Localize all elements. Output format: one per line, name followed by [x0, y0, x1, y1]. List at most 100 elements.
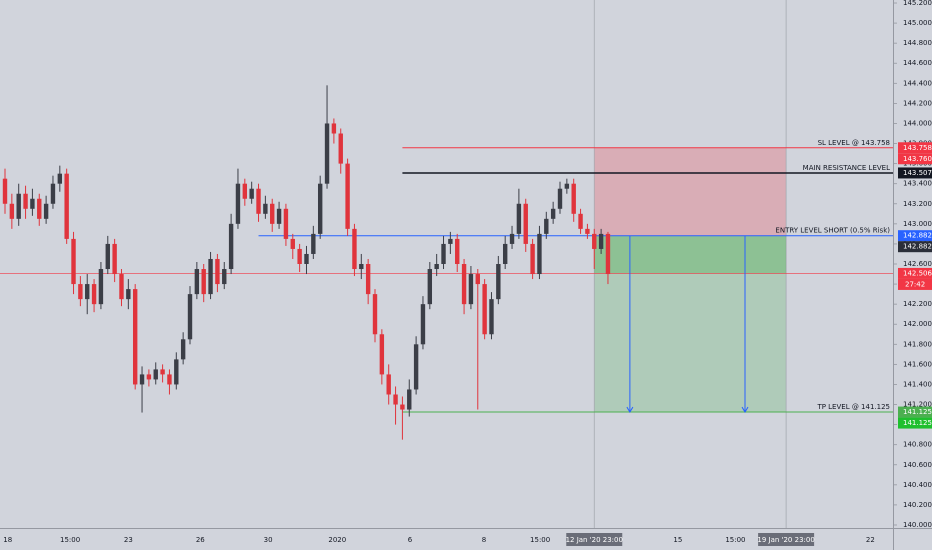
price-tag	[898, 241, 932, 253]
x-tick-label: 15:00	[530, 536, 550, 544]
candle-body	[571, 183, 576, 214]
candle-body	[146, 374, 152, 380]
candle-body	[270, 203, 275, 224]
x-tick-highlight	[758, 533, 815, 546]
candle-body	[441, 243, 446, 264]
y-tick-label: 141.400	[903, 380, 932, 388]
candle-body	[324, 123, 330, 184]
candle-body	[37, 198, 42, 219]
x-tick-label: 15:00	[725, 536, 745, 544]
price-tag-label: 143.507	[903, 169, 932, 177]
candle-body	[605, 233, 611, 275]
y-tick-label: 141.200	[903, 401, 932, 409]
candle-body	[139, 374, 145, 385]
candle-body	[482, 284, 487, 335]
y-tick-label: 140.200	[903, 501, 932, 509]
candle-body	[242, 183, 248, 199]
candle-body	[98, 269, 104, 305]
y-tick-label: 142.600	[903, 260, 932, 268]
price-tag-label: 142.882	[903, 243, 932, 251]
candle-body	[468, 274, 474, 305]
price-tag	[898, 267, 932, 279]
x-tick-label: 12 Jan '20 23:00	[566, 536, 623, 544]
candle-body	[194, 269, 200, 295]
candle-body	[523, 203, 528, 244]
candle-body	[427, 269, 433, 305]
candle-body	[509, 233, 515, 244]
candle-body	[400, 404, 405, 410]
y-tick-label: 144.400	[903, 79, 932, 87]
candle-body	[256, 188, 261, 214]
x-tick-label: 22	[866, 536, 875, 544]
candle-body	[345, 163, 350, 229]
y-tick-label: 140.800	[903, 441, 932, 449]
candle-body	[585, 228, 590, 234]
level-label: TP LEVEL @ 141.125	[816, 403, 890, 411]
level-label: ENTRY LEVEL SHORT (0.5% Risk)	[775, 227, 890, 235]
candle-body	[228, 223, 234, 270]
price-tag-label: 143.760	[903, 155, 932, 163]
candle-body	[235, 183, 241, 224]
candle-body	[420, 304, 426, 345]
y-tick-label: 141.800	[903, 340, 932, 348]
candle-body	[516, 203, 522, 234]
y-tick-label: 144.800	[903, 39, 932, 47]
price-tag	[898, 230, 932, 242]
candle-body	[317, 183, 323, 234]
candle-body	[263, 203, 268, 214]
target-arrow-head	[626, 406, 634, 414]
candle-body	[407, 389, 412, 410]
candle-body	[105, 243, 110, 270]
x-tick-label: 6	[408, 536, 413, 544]
candle-body	[2, 178, 8, 204]
price-tag	[898, 406, 932, 418]
candle-body	[475, 274, 480, 285]
y-tick-label: 143.400	[903, 180, 932, 188]
candle-body	[359, 264, 364, 270]
open-pnl-zone	[594, 235, 787, 274]
candle-body	[413, 344, 419, 390]
candle-body	[393, 394, 398, 405]
candle-body	[564, 183, 570, 189]
candle-body	[215, 258, 220, 285]
y-tick-label: 143.200	[903, 200, 932, 208]
candle-body	[379, 334, 385, 375]
y-tick-label: 141.600	[903, 360, 932, 368]
price-tag	[898, 153, 932, 165]
y-tick-label: 145.200	[903, 0, 932, 7]
candle-body	[338, 133, 343, 164]
candle-body	[187, 294, 193, 340]
y-tick-label: 144.000	[903, 119, 932, 127]
candle-body	[544, 218, 549, 234]
candle-body	[448, 238, 453, 244]
candle-body	[23, 193, 28, 209]
x-tick-label: 30	[264, 536, 273, 544]
candle-body	[365, 264, 371, 295]
price-tag-label: 143.758	[903, 144, 932, 152]
candle-body	[64, 173, 69, 239]
candle-body	[30, 198, 35, 209]
price-tag-label: 141.125	[903, 408, 932, 416]
candle-body	[290, 238, 295, 249]
candle-body	[502, 243, 508, 264]
candle-body	[57, 173, 63, 184]
stop-zone	[594, 147, 787, 236]
candle-body	[43, 203, 49, 219]
countdown-label: 27:42	[905, 280, 925, 288]
candle-body	[119, 274, 124, 300]
candle-body	[331, 123, 337, 134]
candle-body	[249, 188, 254, 199]
candle-body	[180, 339, 186, 360]
candle-body	[71, 238, 76, 285]
candle-body	[455, 238, 460, 264]
x-tick-label: 8	[482, 536, 486, 544]
candle-body	[550, 208, 556, 219]
candle-body	[352, 228, 357, 270]
x-tick-label: 15:00	[60, 536, 80, 544]
candle-body	[311, 233, 316, 254]
y-tick-label: 140.000	[903, 521, 932, 529]
target-arrow-head	[741, 406, 749, 414]
candle-body	[91, 284, 97, 305]
candle-body	[372, 294, 378, 335]
